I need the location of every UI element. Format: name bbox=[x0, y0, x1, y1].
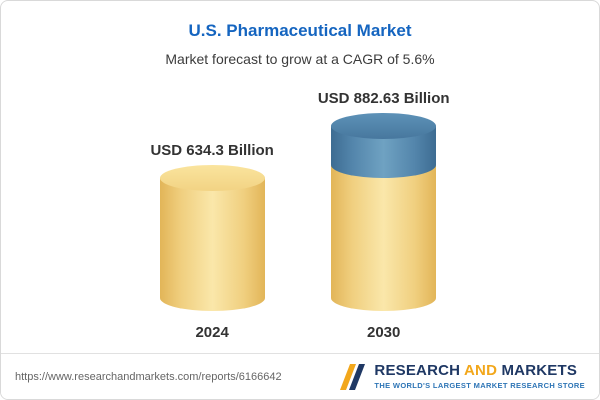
value-label-2024: USD 634.3 Billion bbox=[150, 142, 274, 159]
logo-word-research: RESEARCH bbox=[374, 362, 461, 380]
cylinder-2030-base-segment bbox=[331, 165, 437, 311]
bar-group-2030: USD 882.63 Billion 2030 bbox=[318, 90, 450, 341]
cylinder-2030-top-ellipse bbox=[331, 113, 437, 139]
cylinder-2024-body bbox=[159, 165, 265, 311]
cylinder-2024-top-ellipse bbox=[159, 165, 265, 191]
report-url: https://www.researchandmarkets.com/repor… bbox=[15, 370, 282, 383]
bar-group-2024: USD 634.3 Billion 2024 bbox=[150, 142, 273, 341]
chart-title: U.S. Pharmaceutical Market bbox=[188, 21, 412, 40]
cylinder-2024 bbox=[159, 165, 265, 311]
chart-area: USD 634.3 Billion 2024 USD 882.63 Billio… bbox=[1, 90, 599, 341]
year-label-2024: 2024 bbox=[195, 324, 229, 341]
year-label-2030: 2030 bbox=[367, 324, 401, 341]
value-label-2030: USD 882.63 Billion bbox=[317, 90, 450, 107]
footer: https://www.researchandmarkets.com/repor… bbox=[1, 353, 599, 399]
logo-tagline: THE WORLD'S LARGEST MARKET RESEARCH STOR… bbox=[374, 380, 585, 390]
logo-wordmark: RESEARCH AND MARKETS bbox=[374, 363, 585, 379]
logo-text: RESEARCH AND MARKETS THE WORLD'S LARGEST… bbox=[374, 363, 585, 390]
logo-word-and: AND bbox=[464, 362, 498, 380]
logo-mark-icon bbox=[340, 363, 366, 390]
cylinder-2030 bbox=[331, 113, 437, 311]
cylinder-2030-growth-segment bbox=[331, 113, 437, 178]
research-and-markets-logo: RESEARCH AND MARKETS THE WORLD'S LARGEST… bbox=[337, 362, 585, 392]
chart-subtitle: Market forecast to grow at a CAGR of 5.6… bbox=[165, 51, 435, 67]
logo-word-markets: MARKETS bbox=[501, 362, 578, 380]
